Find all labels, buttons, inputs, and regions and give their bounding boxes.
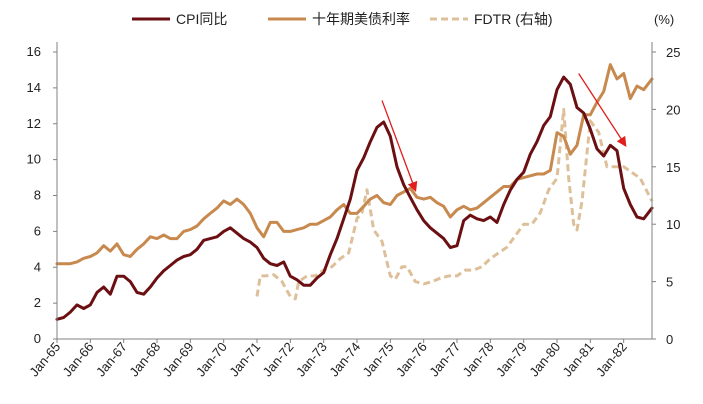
x-tick-label: Jan-65 xyxy=(26,339,63,379)
annotation-arrow-0 xyxy=(381,100,418,192)
left-tick-label: 10 xyxy=(27,152,41,167)
right-axis-unit-label: (%) xyxy=(654,12,674,27)
annotation-arrow-1 xyxy=(578,73,627,147)
x-tick-label: Jan-81 xyxy=(560,339,597,379)
x-tick-label: Jan-69 xyxy=(160,339,197,379)
series-line-0 xyxy=(55,75,654,321)
legend-label-0: CPI同比 xyxy=(176,11,227,27)
right-tick-label: 10 xyxy=(666,217,680,232)
x-tick-label: Jan-82 xyxy=(593,339,630,379)
right-tick-label: 15 xyxy=(666,160,680,175)
right-tick-label: 5 xyxy=(666,275,673,290)
legend-label-1: 十年期美债利率 xyxy=(312,11,410,27)
x-tick-label: Jan-75 xyxy=(360,339,397,379)
right-tick-label: 20 xyxy=(666,102,680,117)
legend-label-2: FDTR (右轴) xyxy=(474,11,553,27)
x-tick-label: Jan-70 xyxy=(193,339,230,379)
x-tick-label: Jan-72 xyxy=(260,339,297,379)
left-tick-label: 16 xyxy=(27,44,41,59)
left-tick-label: 0 xyxy=(34,331,41,346)
series-line-2 xyxy=(255,107,654,301)
left-tick-label: 4 xyxy=(34,259,41,274)
left-tick-label: 12 xyxy=(27,116,41,131)
x-tick-label: Jan-68 xyxy=(126,339,163,379)
x-tick-label: Jan-77 xyxy=(426,339,463,379)
x-tick-label: Jan-71 xyxy=(226,339,263,379)
x-tick-label: Jan-79 xyxy=(493,339,530,379)
x-tick-label: Jan-76 xyxy=(393,339,430,379)
x-tick-label: Jan-73 xyxy=(293,339,330,379)
series-line-1 xyxy=(55,63,654,266)
x-tick-label: Jan-78 xyxy=(460,339,497,379)
right-tick-label: 25 xyxy=(666,45,680,60)
x-tick-label: Jan-67 xyxy=(93,339,130,379)
right-tick-label: 0 xyxy=(666,332,673,347)
axes: 02468101214160510152025Jan-65Jan-66Jan-6… xyxy=(26,42,680,379)
x-tick-label: Jan-74 xyxy=(326,339,363,379)
left-tick-label: 14 xyxy=(27,80,41,95)
left-tick-label: 2 xyxy=(34,295,41,310)
x-tick-label: Jan-80 xyxy=(526,339,563,379)
left-tick-label: 6 xyxy=(34,223,41,238)
x-tick-label: Jan-66 xyxy=(60,339,97,379)
left-tick-label: 8 xyxy=(34,188,41,203)
plot-area xyxy=(55,63,654,321)
legend: CPI同比 十年期美债利率 FDTR (右轴) xyxy=(132,11,553,27)
